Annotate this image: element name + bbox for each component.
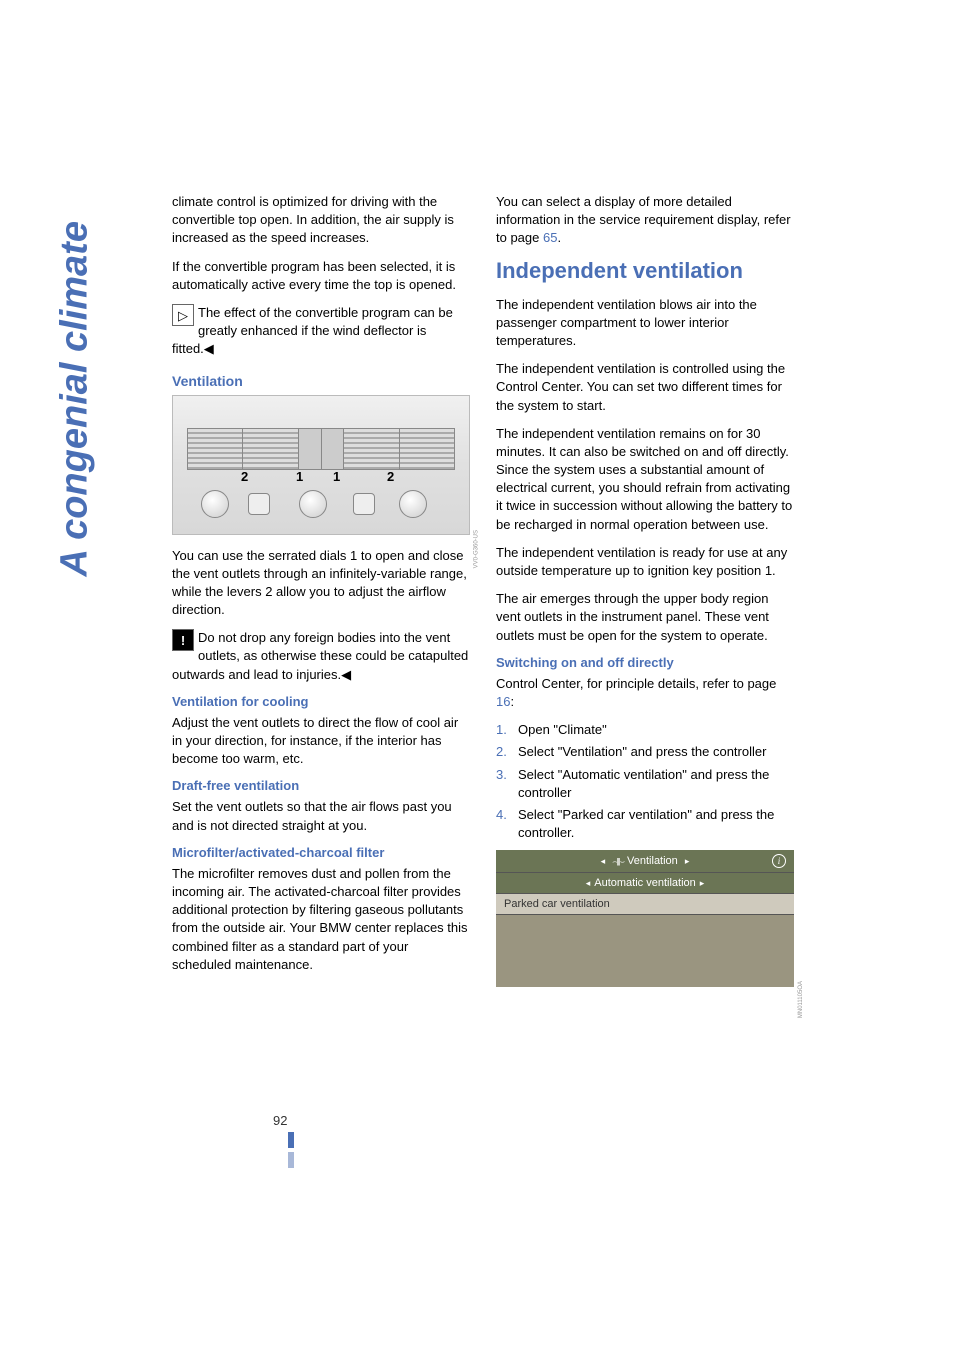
page-reference[interactable]: 65 <box>543 230 557 245</box>
step-item: Select "Automatic ventilation" and press… <box>496 766 794 802</box>
paragraph: If the convertible program has been sele… <box>172 258 470 294</box>
screen-header: ◂ ⌢|||⌣ Ventilation ▸ i <box>496 850 794 873</box>
left-arrow-icon: ◂ <box>601 856 606 866</box>
paragraph: The microfilter removes dust and pollen … <box>172 865 470 974</box>
info-icon: i <box>772 854 786 868</box>
heading-cooling: Ventilation for cooling <box>172 694 470 709</box>
vent-grilles <box>187 428 455 470</box>
vent-icon: ⌢|||⌣ <box>612 857 624 866</box>
page-mark <box>288 1152 294 1168</box>
paragraph: You can use the serrated dials 1 to open… <box>172 547 470 620</box>
image-ref: VV0-G360-US <box>473 530 479 568</box>
text: . <box>557 230 561 245</box>
step-item: Select "Ventilation" and press the contr… <box>496 743 794 761</box>
text: : <box>510 694 514 709</box>
screen-body <box>496 915 794 987</box>
paragraph: Adjust the vent outlets to direct the fl… <box>172 714 470 769</box>
heading-independent: Independent ventilation <box>496 258 794 284</box>
text: You can select a display of more detaile… <box>496 194 791 245</box>
page-number: 92 <box>273 1113 287 1128</box>
tip-text: The effect of the convertible program ca… <box>172 305 453 356</box>
left-arrow-icon: ◂ <box>586 878 591 889</box>
screen-title: Ventilation <box>627 855 678 867</box>
step-item: Select "Parked car ventilation" and pres… <box>496 806 794 842</box>
warning-text: Do not drop any foreign bodies into the … <box>172 630 468 681</box>
step-item: Open "Climate" <box>496 721 794 739</box>
heading-draft: Draft-free ventilation <box>172 778 470 793</box>
paragraph: Control Center, for principle details, r… <box>496 675 794 711</box>
image-ref: MN011105OA <box>798 981 804 1018</box>
vent-dial <box>299 490 327 518</box>
screen-sub-text: Automatic ventilation <box>594 877 696 889</box>
paragraph: The independent ventilation blows air in… <box>496 296 794 351</box>
screen-selected-text: Parked car ventilation <box>504 898 610 910</box>
left-column: climate control is optimized for driving… <box>172 193 470 985</box>
paragraph: You can select a display of more detaile… <box>496 193 794 248</box>
paragraph: The independent ventilation remains on f… <box>496 425 794 534</box>
page-reference[interactable]: 16 <box>496 694 510 709</box>
heading-switching: Switching on and off directly <box>496 655 794 670</box>
tip-paragraph: ▷ The effect of the convertible program … <box>172 304 470 359</box>
paragraph: The air emerges through the upper body r… <box>496 590 794 645</box>
steps-list: Open "Climate" Select "Ventilation" and … <box>496 721 794 842</box>
heading-filter: Microfilter/activated-charcoal filter <box>172 845 470 860</box>
side-title: A congenial climate <box>54 221 97 576</box>
heading-ventilation: Ventilation <box>172 373 470 389</box>
right-column: You can select a display of more detaile… <box>496 193 794 985</box>
screen-header-text: ◂ ⌢|||⌣ Ventilation ▸ <box>597 855 694 867</box>
paragraph: climate control is optimized for driving… <box>172 193 470 248</box>
page-content: climate control is optimized for driving… <box>172 193 794 985</box>
vent-button <box>248 493 270 515</box>
vent-label: 1 <box>296 469 303 484</box>
vent-dial <box>201 490 229 518</box>
warning-icon: ! <box>172 629 194 651</box>
right-arrow-icon: ▸ <box>685 856 690 866</box>
paragraph: Set the vent outlets so that the air flo… <box>172 798 470 834</box>
vent-label: 2 <box>241 469 248 484</box>
vent-label: 1 <box>333 469 340 484</box>
page-mark-current <box>288 1132 294 1148</box>
vent-dial <box>399 490 427 518</box>
text: Control Center, for principle details, r… <box>496 676 776 691</box>
page-marks <box>288 1132 294 1172</box>
screen-subheader: ◂ Automatic ventilation ▸ <box>496 873 794 894</box>
control-center-screenshot: ◂ ⌢|||⌣ Ventilation ▸ i ◂ Automatic vent… <box>496 850 794 985</box>
warning-paragraph: ! Do not drop any foreign bodies into th… <box>172 629 470 684</box>
right-arrow-icon: ▸ <box>700 878 705 889</box>
vent-button <box>353 493 375 515</box>
tip-icon: ▷ <box>172 304 194 326</box>
ventilation-diagram: 2 1 1 2 VV0-G360-US <box>172 395 470 535</box>
paragraph: The independent ventilation is ready for… <box>496 544 794 580</box>
screen-selected-row: Parked car ventilation <box>496 894 794 915</box>
vent-label: 2 <box>387 469 394 484</box>
paragraph: The independent ventilation is controlle… <box>496 360 794 415</box>
